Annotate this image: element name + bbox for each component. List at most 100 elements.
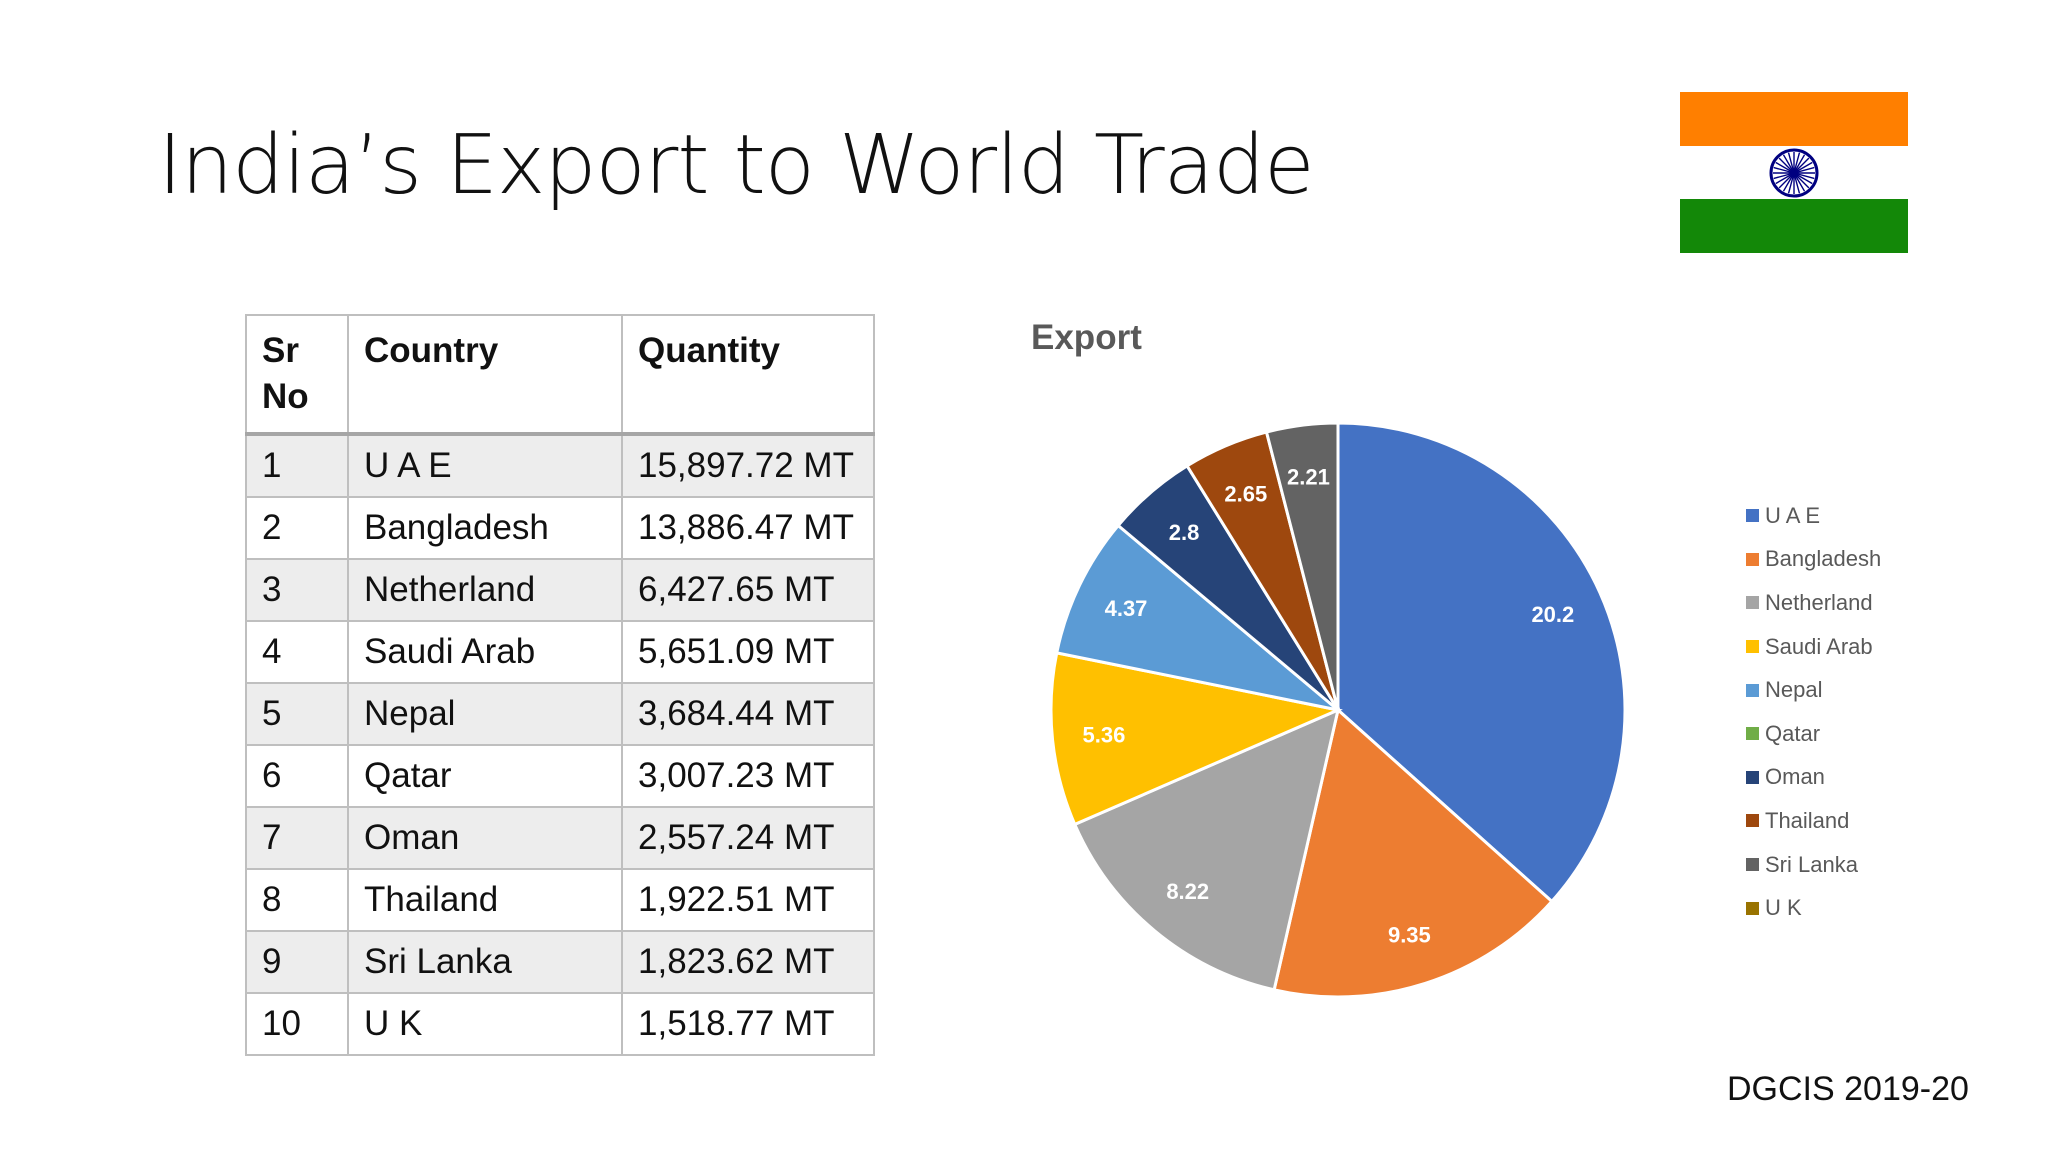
chakra-spoke — [1787, 152, 1795, 173]
legend-swatch — [1746, 727, 1759, 741]
chakra-spoke — [1793, 152, 1801, 173]
cell-country: Netherland — [347, 558, 623, 622]
legend-swatch — [1746, 552, 1759, 566]
pie-slice-bangladesh — [1272, 707, 1554, 999]
table-row: 9 Sri Lanka 1,823.62 MT — [245, 930, 875, 994]
legend-swatch — [1746, 814, 1759, 828]
cell-country: Oman — [347, 806, 623, 870]
chakra-spoke — [1775, 161, 1795, 174]
table-header-row: Sr No Country Quantity — [245, 314, 875, 435]
table-row: 5 Nepal 3,684.44 MT — [245, 682, 875, 746]
header-sr-no: Sr No — [245, 314, 349, 435]
chart-legend: U A E Bangladesh Netherland Saudi Arab Nepal… — [1746, 494, 1881, 930]
source-note: DGCIS 2019-20 — [1727, 1070, 1969, 1108]
table-row: 6 Qatar 3,007.23 MT — [245, 744, 875, 808]
chakra-spoke — [1793, 154, 1806, 174]
chakra-spoke — [1793, 157, 1810, 174]
cell-country: Bangladesh — [347, 496, 623, 560]
chart-title: Export — [1031, 318, 1142, 357]
data-label: 2.8 — [1169, 520, 1200, 545]
cell-sr: 9 — [245, 930, 349, 994]
legend-item: U A E — [1746, 494, 1881, 538]
export-pie-chart: 20.2 9.35 8.22 5.36 4.37 2.8 2.65 2.21 — [1049, 421, 1627, 999]
table-row: 10 U K 1,518.77 MT — [245, 992, 875, 1056]
cell-quantity: 13,886.47 MT — [621, 496, 875, 560]
legend-label: U A E — [1765, 502, 1821, 528]
cell-quantity: 3,684.44 MT — [621, 682, 875, 746]
legend-item: Saudi Arab — [1746, 625, 1881, 669]
data-label: 5.36 — [1083, 723, 1126, 748]
data-label: 9.35 — [1388, 922, 1431, 947]
legend-label: Netherland — [1765, 589, 1873, 615]
ashoka-chakra-icon — [1769, 148, 1819, 198]
cell-quantity: 1,922.51 MT — [621, 868, 875, 932]
legend-swatch — [1746, 509, 1759, 523]
table-row: 8 Thailand 1,922.51 MT — [245, 868, 875, 932]
pie-slice-srilanka — [1264, 421, 1340, 711]
slide-title: India’s Export to World Trade — [158, 118, 1315, 213]
cell-quantity: 2,557.24 MT — [621, 806, 875, 870]
cell-quantity: 1,518.77 MT — [621, 992, 875, 1056]
cell-quantity: 1,823.62 MT — [621, 930, 875, 994]
cell-sr: 3 — [245, 558, 349, 622]
cell-quantity: 6,427.65 MT — [621, 558, 875, 622]
table-row: 4 Saudi Arab 5,651.09 MT — [245, 620, 875, 684]
legend-item: Thailand — [1746, 799, 1881, 843]
data-label: 2.65 — [1224, 481, 1267, 506]
legend-swatch — [1746, 683, 1759, 697]
chakra-spoke — [1793, 166, 1815, 174]
chakra-spoke — [1793, 172, 1806, 192]
data-label: 20.2 — [1531, 602, 1574, 627]
cell-quantity: 5,651.09 MT — [621, 620, 875, 684]
cell-country: Qatar — [347, 744, 623, 808]
chakra-spoke — [1778, 172, 1795, 189]
legend-item: Sri Lanka — [1746, 843, 1881, 887]
cell-country: Sri Lanka — [347, 930, 623, 994]
cell-sr: 4 — [245, 620, 349, 684]
legend-item: Oman — [1746, 756, 1881, 800]
pie-slice-netherland — [1072, 707, 1341, 992]
legend-item: Netherland — [1746, 581, 1881, 625]
chakra-spoke — [1778, 157, 1795, 174]
table-row: 7 Oman 2,557.24 MT — [245, 806, 875, 870]
pie-slice-nepal — [1054, 523, 1339, 712]
legend-label: Bangladesh — [1765, 546, 1882, 572]
data-label: 8.22 — [1166, 879, 1209, 904]
legend-item: Qatar — [1746, 712, 1881, 756]
legend-label: Qatar — [1765, 720, 1821, 746]
header-quantity: Quantity — [621, 314, 875, 435]
chakra-spoke — [1773, 172, 1795, 179]
legend-swatch — [1746, 858, 1759, 872]
legend-label: Thailand — [1765, 807, 1850, 833]
legend-item: U K — [1746, 886, 1881, 930]
table-row: 3 Netherland 6,427.65 MT — [245, 558, 875, 622]
cell-sr: 5 — [245, 682, 349, 746]
chakra-spoke — [1793, 172, 1810, 189]
legend-swatch — [1746, 770, 1759, 784]
flag-green-band — [1680, 199, 1908, 254]
chakra-spoke — [1782, 154, 1795, 174]
cell-country: U A E — [347, 433, 623, 498]
legend-swatch — [1746, 640, 1759, 654]
data-label: 4.37 — [1105, 596, 1148, 621]
legend-swatch — [1746, 901, 1759, 915]
cell-sr: 10 — [245, 992, 349, 1056]
legend-label: Oman — [1765, 764, 1825, 790]
chakra-spoke — [1793, 172, 1815, 179]
cell-sr: 8 — [245, 868, 349, 932]
cell-country: Thailand — [347, 868, 623, 932]
cell-quantity: 3,007.23 MT — [621, 744, 875, 808]
cell-quantity: 15,897.72 MT — [621, 433, 875, 498]
legend-swatch — [1746, 596, 1759, 610]
legend-label: Sri Lanka — [1765, 851, 1858, 877]
chakra-spoke — [1793, 161, 1813, 174]
india-flag-icon — [1680, 92, 1908, 254]
chakra-spoke — [1775, 172, 1795, 184]
cell-sr: 6 — [245, 744, 349, 808]
cell-sr: 1 — [245, 433, 349, 498]
cell-sr: 7 — [245, 806, 349, 870]
cell-sr: 2 — [245, 496, 349, 560]
legend-label: U K — [1765, 895, 1802, 921]
